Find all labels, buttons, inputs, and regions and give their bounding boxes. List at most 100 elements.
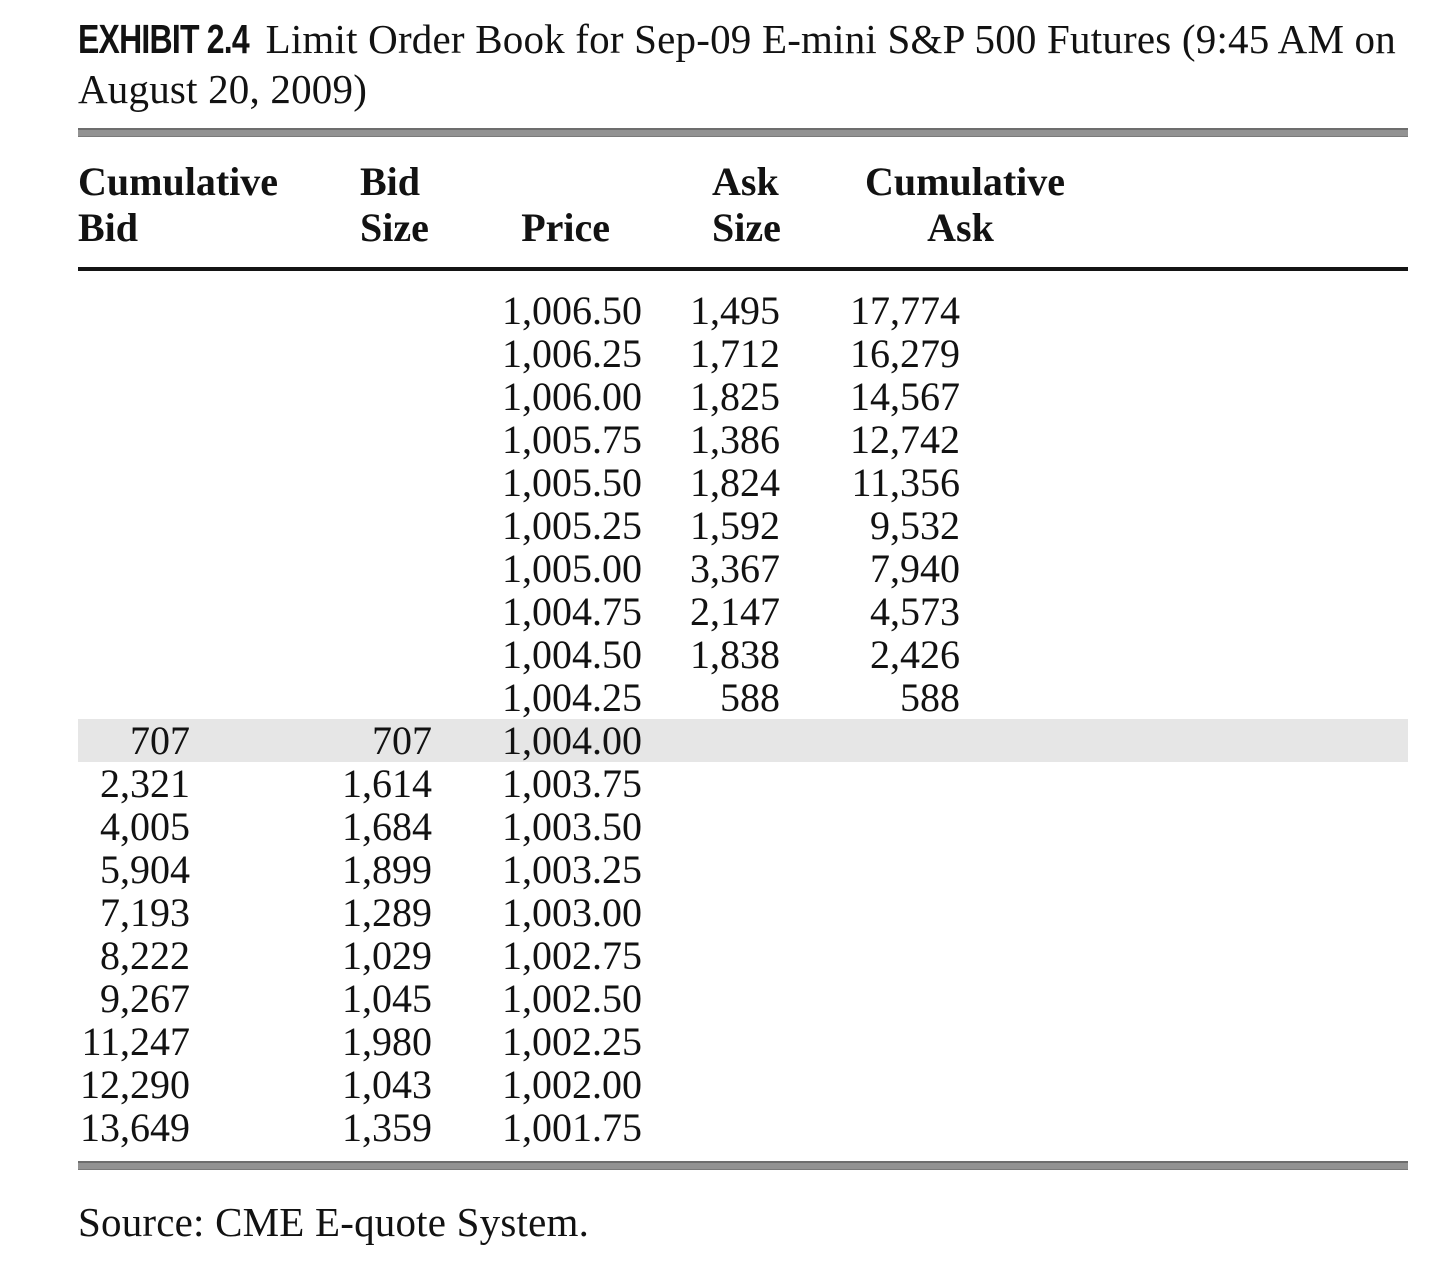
cell-ask-size: 1,495 — [690, 288, 780, 333]
table-row: 1,006.00 1,825 14,567 — [78, 375, 1408, 418]
bottom-rule — [78, 1161, 1408, 1170]
header-price-line1 — [432, 151, 642, 205]
cell-bid-size: 1,029 — [342, 933, 432, 978]
exhibit-heading: EXHIBIT 2.4 Limit Order Book for Sep-09 … — [78, 14, 1408, 114]
table-row: 7,193 1,289 1,003.00 — [78, 891, 1408, 934]
header-price-line2: Price — [432, 205, 642, 271]
cell-price: 1,003.50 — [502, 804, 642, 849]
cell-cumulative-ask — [780, 805, 1056, 848]
header-filler-line1 — [1056, 151, 1408, 205]
cell-ask-size: 588 — [720, 675, 780, 720]
cell-cumulative-ask — [780, 719, 1056, 762]
cell-filler — [1056, 547, 1408, 590]
cell-cumulative-bid — [78, 375, 270, 418]
cell-ask-size: 1,838 — [690, 632, 780, 677]
exhibit-page: EXHIBIT 2.4 Limit Order Book for Sep-09 … — [78, 0, 1408, 1246]
cell-bid-size: 1,043 — [342, 1062, 432, 1107]
cell-bid-size — [270, 375, 432, 418]
cell-ask-size: 2,147 — [690, 589, 780, 634]
cell-filler — [1056, 676, 1408, 719]
header-ask-size-line2: Size — [642, 205, 781, 271]
cell-bid-size: 707 — [270, 719, 432, 762]
cell-cumulative-ask — [780, 762, 1056, 805]
cell-bid-size: 1,045 — [342, 976, 432, 1021]
cell-cumulative-bid: 707 — [78, 719, 270, 762]
cell-ask-size: 1,386 — [690, 417, 780, 462]
cell-cumulative-ask: 588 — [900, 675, 960, 720]
header-cumulative-bid-line1: Cumulative — [78, 159, 278, 204]
cell-cumulative-bid — [78, 590, 270, 633]
cell-cumulative-bid — [78, 676, 270, 719]
cell-filler — [1056, 934, 1408, 977]
cell-cumulative-ask: 16,279 — [850, 331, 960, 376]
table-row: 2,321 1,614 1,003.75 — [78, 762, 1408, 805]
cell-bid-size — [270, 590, 432, 633]
cell-ask-size — [642, 805, 780, 848]
table-row: 1,005.75 1,386 12,742 — [78, 418, 1408, 461]
cell-cumulative-ask: 11,356 — [851, 460, 960, 505]
table-row: 11,247 1,980 1,002.25 — [78, 1020, 1408, 1063]
cell-bid-size — [270, 418, 432, 461]
header-row-1: Cumulative Bid Ask Cumulative — [78, 151, 1408, 205]
cell-cumulative-ask: 4,573 — [870, 589, 960, 634]
cell-cumulative-ask — [780, 1020, 1056, 1063]
cell-ask-size: 3,367 — [690, 546, 780, 591]
cell-cumulative-bid — [78, 269, 270, 332]
cell-cumulative-ask — [780, 1106, 1056, 1149]
cell-filler — [1056, 805, 1408, 848]
cell-cumulative-bid: 13,649 — [80, 1105, 190, 1150]
cell-ask-size — [642, 977, 780, 1020]
table-row: 4,005 1,684 1,003.50 — [78, 805, 1408, 848]
top-rule — [78, 128, 1408, 137]
cell-cumulative-bid: 7,193 — [100, 890, 190, 935]
cell-cumulative-ask: 14,567 — [850, 374, 960, 419]
cell-cumulative-bid: 11,247 — [81, 1019, 190, 1064]
table-row: 1,006.50 1,495 17,774 — [78, 269, 1408, 332]
header-filler-line2 — [1056, 205, 1408, 271]
cell-cumulative-bid: 9,267 — [100, 976, 190, 1021]
cell-price: 1,003.75 — [502, 761, 642, 806]
cell-filler — [1056, 590, 1408, 633]
cell-ask-size — [642, 762, 780, 805]
cell-filler — [1056, 762, 1408, 805]
cell-cumulative-ask — [780, 848, 1056, 891]
cell-cumulative-ask: 7,940 — [870, 546, 960, 591]
cell-price: 1,002.50 — [502, 976, 642, 1021]
cell-bid-size: 1,614 — [342, 761, 432, 806]
cell-bid-size — [270, 269, 432, 332]
header-row-2: Bid Size Price Size Ask — [78, 205, 1408, 271]
cell-cumulative-ask — [780, 891, 1056, 934]
cell-filler — [1056, 1063, 1408, 1106]
cell-cumulative-bid — [78, 504, 270, 547]
cell-ask-size — [642, 719, 780, 762]
table-row: 1,004.50 1,838 2,426 — [78, 633, 1408, 676]
cell-price: 1,005.50 — [502, 460, 642, 505]
limit-order-book-table: Cumulative Bid Ask Cumulative Bid Size P… — [78, 151, 1408, 1149]
cell-cumulative-ask — [780, 934, 1056, 977]
cell-bid-size: 1,899 — [342, 847, 432, 892]
exhibit-title: Limit Order Book for Sep-09 E-mini S&P 5… — [78, 16, 1396, 112]
cell-cumulative-ask: 9,532 — [870, 503, 960, 548]
source-note: Source: CME E-quote System. — [78, 1199, 590, 1245]
cell-filler — [1056, 504, 1408, 547]
cell-ask-size — [642, 891, 780, 934]
table-row: 1,005.00 3,367 7,940 — [78, 547, 1408, 590]
table-row: 8,222 1,029 1,002.75 — [78, 934, 1408, 977]
cell-cumulative-ask: 12,742 — [850, 417, 960, 462]
cell-bid-size: 1,289 — [342, 890, 432, 935]
cell-cumulative-bid — [78, 461, 270, 504]
cell-cumulative-ask — [780, 1063, 1056, 1106]
cell-filler — [1056, 1020, 1408, 1063]
cell-price: 1,006.50 — [502, 288, 642, 333]
cell-filler — [1056, 977, 1408, 1020]
cell-price: 1,005.25 — [502, 503, 642, 548]
cell-cumulative-bid — [78, 547, 270, 590]
cell-price: 1,006.25 — [502, 331, 642, 376]
cell-ask-size — [642, 934, 780, 977]
cell-price: 1,005.00 — [502, 546, 642, 591]
cell-ask-size — [642, 1063, 780, 1106]
header-cumulative-ask-line1: Cumulative — [865, 159, 1065, 204]
header-cumulative-ask-line2: Ask — [780, 205, 1056, 271]
cell-filler — [1056, 269, 1408, 332]
table-row: 707 707 1,004.00 — [78, 719, 1408, 762]
